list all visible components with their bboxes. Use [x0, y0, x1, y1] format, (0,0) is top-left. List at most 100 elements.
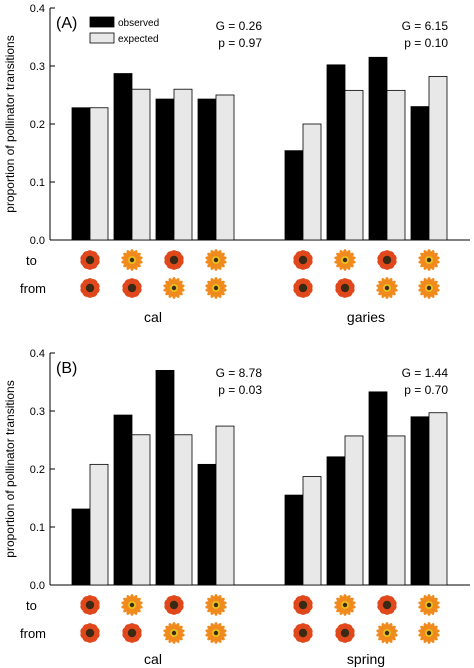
orange-flower-icon [205, 249, 227, 271]
bar-observed [368, 391, 388, 586]
red-flower-icon [293, 250, 313, 270]
y-tick-label: 0.0 [30, 580, 45, 592]
y-tick-label: 0.3 [30, 61, 45, 73]
red-flower-icon [377, 250, 397, 270]
y-axis-label: proportion of pollinator transitions [3, 35, 17, 212]
bar-observed [410, 106, 430, 241]
bar-expected [302, 476, 322, 586]
legend-swatch-expected [89, 32, 115, 44]
bar-observed [326, 456, 346, 586]
group-label: cal [144, 309, 162, 325]
orange-flower-icon [418, 249, 440, 271]
bar-expected [131, 434, 151, 586]
bar-expected [386, 435, 406, 586]
g-statistic: G = 0.26 [216, 19, 263, 33]
red-flower-icon [122, 623, 142, 643]
y-tick-label: 0.1 [30, 522, 45, 534]
red-flower-icon [377, 595, 397, 615]
p-value: p = 0.70 [404, 383, 448, 397]
orange-flower-icon [376, 277, 398, 299]
red-flower-icon [293, 278, 313, 298]
bar-observed [155, 369, 175, 586]
legend: observed expected [89, 16, 159, 45]
bar-observed [368, 56, 388, 241]
bar-observed [284, 150, 304, 241]
panel-label: (A) [56, 15, 77, 32]
red-flower-icon [80, 623, 100, 643]
g-statistic: G = 8.78 [216, 366, 263, 380]
red-flower-icon [80, 278, 100, 298]
row-label-to: to [26, 598, 37, 613]
y-tick-label: 0.2 [30, 119, 45, 131]
bar-observed [71, 107, 91, 241]
bar-observed [197, 463, 217, 586]
y-tick-label: 0.4 [30, 348, 45, 360]
bar-expected [344, 89, 364, 241]
row-label-from: from [20, 626, 46, 641]
bar-expected [344, 435, 364, 586]
group-cal: G = 0.26 p = 0.97 cal [71, 19, 263, 325]
bar-observed [326, 64, 346, 241]
bar-expected [173, 434, 193, 586]
red-flower-icon [122, 278, 142, 298]
group-spring: G = 1.44 p = 0.70 spring [284, 366, 449, 667]
red-flower-icon [293, 623, 313, 643]
orange-flower-icon [163, 277, 185, 299]
red-flower-icon [80, 250, 100, 270]
orange-flower-icon [121, 249, 143, 271]
legend-swatch-observed [89, 16, 115, 28]
red-flower-icon [293, 595, 313, 615]
red-flower-icon [335, 278, 355, 298]
bar-observed [410, 416, 430, 586]
p-value: p = 0.10 [404, 36, 448, 50]
y-tick-label: 0.3 [30, 406, 45, 418]
red-flower-icon [164, 250, 184, 270]
orange-flower-icon [163, 622, 185, 644]
bar-expected [215, 94, 235, 241]
orange-flower-icon [376, 622, 398, 644]
legend-label-observed: observed [118, 18, 159, 29]
bar-expected [89, 463, 109, 586]
row-label-to: to [26, 253, 37, 268]
row-label-from: from [20, 281, 46, 296]
group-garies: G = 6.15 p = 0.10 garies [284, 19, 449, 325]
bar-expected [302, 123, 322, 241]
group-cal: G = 8.78 p = 0.03 cal [71, 366, 263, 667]
bar-observed [284, 494, 304, 586]
y-tick-label: 0.0 [30, 235, 45, 247]
bar-expected [173, 88, 193, 241]
bar-expected [428, 412, 448, 586]
bar-expected [215, 425, 235, 586]
bar-observed [197, 98, 217, 241]
panel-b: 0.0 0.1 0.2 0.3 0.4 proportion of pollinator … [3, 348, 470, 667]
panel-a: 0.0 0.1 0.2 0.3 0.4 proportion of pollinator … [3, 3, 470, 325]
orange-flower-icon [205, 277, 227, 299]
p-value: p = 0.03 [218, 383, 262, 397]
bar-expected [131, 88, 151, 241]
y-tick-label: 0.4 [30, 3, 45, 15]
y-axis-label: proportion of pollinator transitions [3, 380, 17, 557]
y-tick-label: 0.2 [30, 464, 45, 476]
g-statistic: G = 1.44 [402, 366, 449, 380]
orange-flower-icon [334, 594, 356, 616]
orange-flower-icon [418, 622, 440, 644]
g-statistic: G = 6.15 [402, 19, 449, 33]
orange-flower-icon [334, 249, 356, 271]
orange-flower-icon [121, 594, 143, 616]
red-flower-icon [164, 595, 184, 615]
orange-flower-icon [205, 594, 227, 616]
red-flower-icon [80, 595, 100, 615]
group-label: garies [347, 309, 385, 325]
orange-flower-icon [418, 277, 440, 299]
bar-observed [113, 73, 133, 241]
group-label: cal [144, 651, 162, 667]
bar-observed [71, 508, 91, 586]
bar-expected [428, 76, 448, 241]
group-label: spring [347, 651, 385, 667]
p-value: p = 0.97 [218, 36, 262, 50]
bar-expected [386, 89, 406, 241]
legend-label-expected: expected [118, 34, 159, 45]
bar-expected [89, 107, 109, 241]
orange-flower-icon [418, 594, 440, 616]
